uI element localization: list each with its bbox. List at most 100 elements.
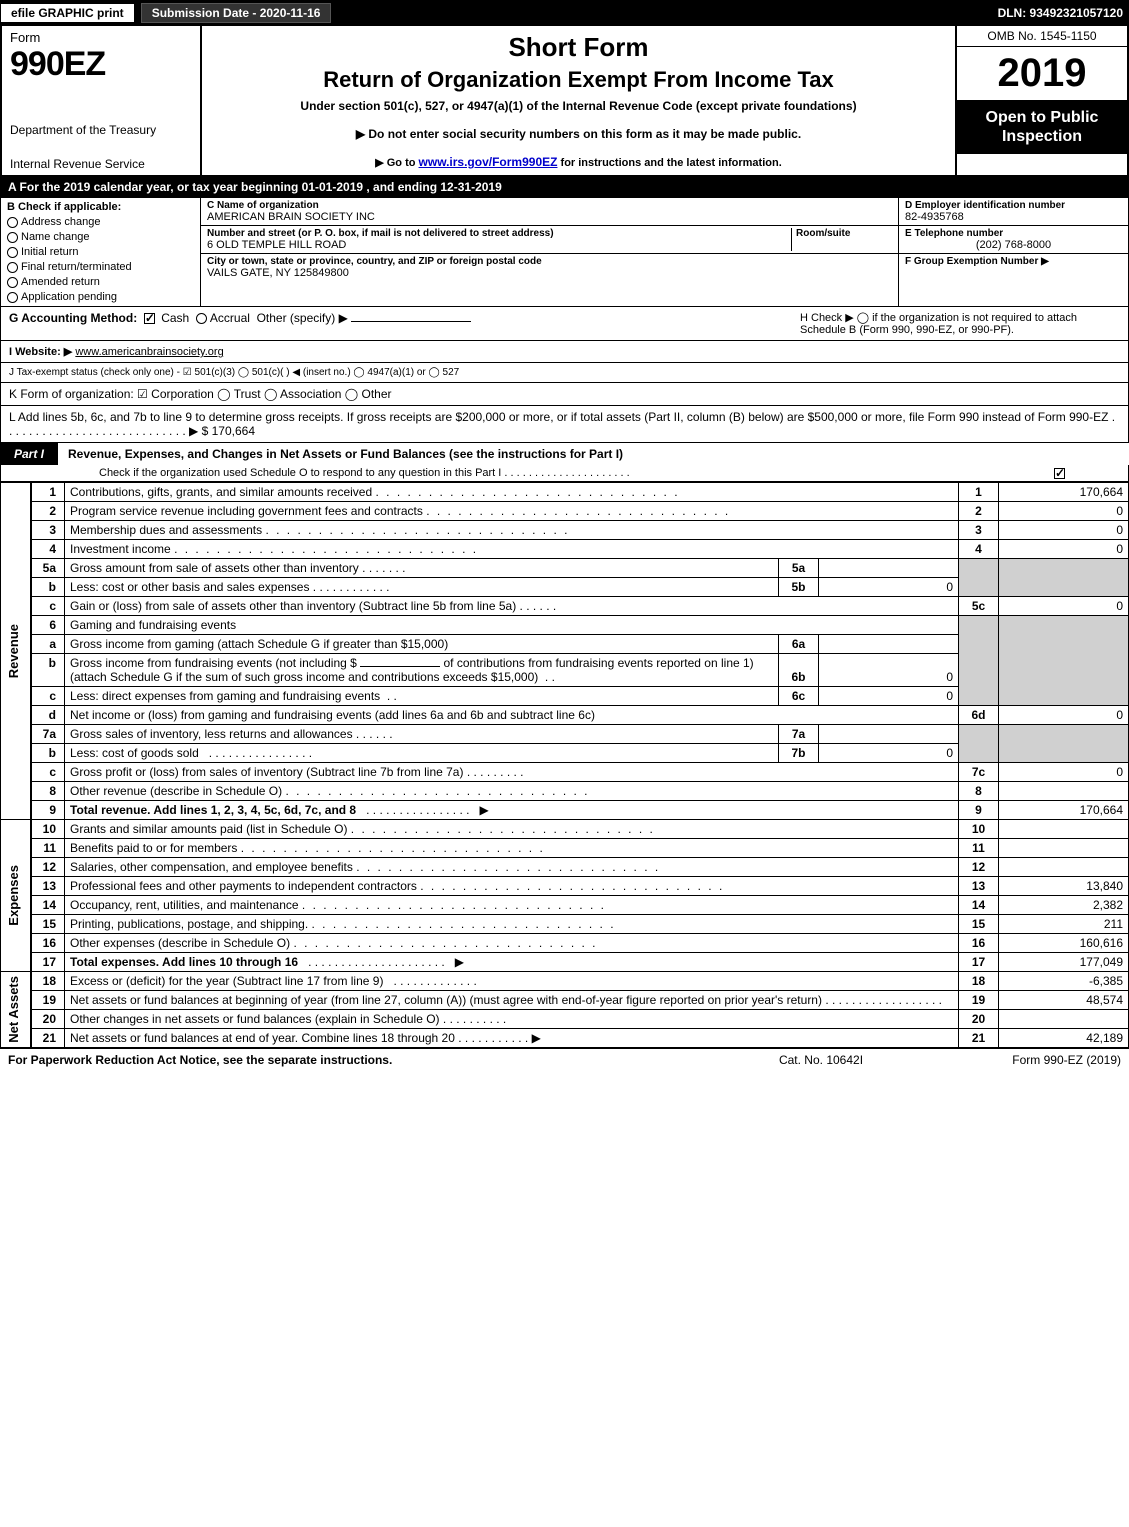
ln-16-amt: 160,616 (999, 934, 1129, 953)
ln-1-no: 1 (959, 483, 999, 502)
efile-print-button[interactable]: efile GRAPHIC print (0, 3, 135, 23)
row-l-amount: 170,664 (212, 424, 255, 438)
ln-7b-subval: 0 (819, 744, 959, 763)
ln-10-amt (999, 820, 1129, 839)
row-g-h: G Accounting Method: Cash Accrual Other … (0, 307, 1129, 341)
ln-20-desc: Other changes in net assets or fund bala… (70, 1012, 440, 1026)
ln-6a-subval (819, 635, 959, 654)
ln-5b-subval: 0 (819, 578, 959, 597)
ssn-notice: ▶ Do not enter social security numbers o… (212, 127, 945, 141)
lbl-other-specify: Other (specify) ▶ (257, 311, 348, 325)
ln-2-desc: Program service revenue including govern… (70, 504, 423, 518)
info-grid: B Check if applicable: Address change Na… (0, 197, 1129, 307)
part-i-header: Part I Revenue, Expenses, and Changes in… (0, 443, 1129, 465)
lbl-amended-return: Amended return (21, 276, 100, 288)
part-i-sub: Check if the organization used Schedule … (0, 465, 1129, 482)
chk-application-pending[interactable] (7, 292, 18, 303)
subtitle: Under section 501(c), 527, or 4947(a)(1)… (212, 99, 945, 113)
chk-address-change[interactable] (7, 217, 18, 228)
row-l: L Add lines 5b, 6c, and 7b to line 9 to … (0, 406, 1129, 443)
ln-20-no: 20 (959, 1010, 999, 1029)
public-inspection: Open to Public Inspection (957, 100, 1127, 154)
ln-1-amt: 170,664 (999, 483, 1129, 502)
page-footer: For Paperwork Reduction Act Notice, see … (0, 1048, 1129, 1071)
chk-initial-return[interactable] (7, 247, 18, 258)
ln-7a-sub: 7a (779, 725, 819, 744)
top-bar: efile GRAPHIC print Submission Date - 20… (0, 0, 1129, 26)
ln-19-amt: 48,574 (999, 991, 1129, 1010)
ln-15-desc: Printing, publications, postage, and shi… (70, 917, 308, 931)
chk-cash[interactable] (144, 313, 155, 324)
website-link[interactable]: www.americanbrainsociety.org (75, 346, 223, 358)
submission-date-button[interactable]: Submission Date - 2020-11-16 (141, 3, 332, 23)
ln-5c-amt: 0 (999, 597, 1129, 616)
title-return: Return of Organization Exempt From Incom… (212, 67, 945, 93)
ein-value: 82-4935768 (905, 211, 1122, 223)
lbl-final-return: Final return/terminated (21, 261, 132, 273)
revenue-side-label: Revenue (6, 624, 21, 678)
row-k: K Form of organization: ☑ Corporation ◯ … (0, 383, 1129, 406)
chk-schedule-o[interactable] (1054, 468, 1065, 479)
street-key: Number and street (or P. O. box, if mail… (207, 228, 787, 239)
box-b: B Check if applicable: Address change Na… (1, 198, 201, 306)
ln-8-desc: Other revenue (describe in Schedule O) (70, 784, 282, 798)
ln-3-desc: Membership dues and assessments (70, 523, 262, 537)
ln-6b-sub: 6b (779, 654, 819, 687)
ln-5c-no: 5c (959, 597, 999, 616)
ln-15-amt: 211 (999, 915, 1129, 934)
chk-final-return[interactable] (7, 262, 18, 273)
ln-9-amt: 170,664 (999, 801, 1129, 820)
ln-2-no: 2 (959, 502, 999, 521)
title-short-form: Short Form (212, 32, 945, 63)
form-number: 990EZ (10, 45, 192, 84)
ln-14-amt: 2,382 (999, 896, 1129, 915)
ln-18-no: 18 (959, 972, 999, 991)
ln-17-amt: 177,049 (999, 953, 1129, 972)
ln-6d-desc: Net income or (loss) from gaming and fun… (70, 708, 595, 722)
ln-5a-desc: Gross amount from sale of assets other t… (70, 561, 359, 575)
other-specify-field[interactable] (351, 321, 471, 322)
ln-16-desc: Other expenses (describe in Schedule O) (70, 936, 290, 950)
form-word: Form (10, 30, 192, 45)
ln-7c-desc: Gross profit or (loss) from sales of inv… (70, 765, 463, 779)
lbl-accrual: Accrual (210, 311, 250, 325)
ln-4-amt: 0 (999, 540, 1129, 559)
ln-8-amt (999, 782, 1129, 801)
chk-accrual[interactable] (196, 313, 207, 324)
ln-7a-desc: Gross sales of inventory, less returns a… (70, 727, 353, 741)
ln-6b-amount-field[interactable] (360, 666, 440, 667)
ln-18-desc: Excess or (deficit) for the year (Subtra… (70, 974, 383, 988)
expenses-side: Expenses (1, 820, 31, 972)
box-c: C Name of organization AMERICAN BRAIN SO… (201, 198, 898, 306)
lbl-initial-return: Initial return (21, 246, 78, 258)
ln-12-no: 12 (959, 858, 999, 877)
tax-year: 2019 (957, 47, 1127, 100)
irs-link[interactable]: www.irs.gov/Form990EZ (419, 155, 558, 169)
ln-6-desc: Gaming and fundraising events (65, 616, 959, 635)
ln-5c-desc: Gain or (loss) from sale of assets other… (70, 599, 516, 613)
goto-post: for instructions and the latest informat… (557, 157, 781, 169)
footer-formref: Form 990-EZ (2019) (921, 1053, 1121, 1067)
ln-17-no: 17 (959, 953, 999, 972)
box-b-title: B Check if applicable: (7, 201, 194, 213)
ln-20-amt (999, 1010, 1129, 1029)
org-name-key: C Name of organization (207, 200, 892, 211)
ln-13-desc: Professional fees and other payments to … (70, 879, 417, 893)
ln-4-desc: Investment income (70, 542, 171, 556)
ln-6b-desc1: Gross income from fundraising events (no… (70, 656, 357, 670)
ln-14-desc: Occupancy, rent, utilities, and maintena… (70, 898, 299, 912)
dln-label: DLN: 93492321057120 (998, 6, 1123, 20)
city-key: City or town, state or province, country… (207, 256, 892, 267)
lbl-address-change: Address change (21, 216, 101, 228)
chk-amended-return[interactable] (7, 277, 18, 288)
ln-5b-sub: 5b (779, 578, 819, 597)
ln-9-desc: Total revenue. Add lines 1, 2, 3, 4, 5c,… (70, 803, 356, 817)
phone-value: (202) 768-8000 (905, 239, 1122, 251)
ln-19-desc: Net assets or fund balances at beginning… (70, 993, 822, 1007)
chk-name-change[interactable] (7, 232, 18, 243)
lbl-name-change: Name change (21, 231, 90, 243)
ln-12-amt (999, 858, 1129, 877)
part-i-title: Revenue, Expenses, and Changes in Net As… (60, 443, 1129, 465)
ln-6b-subval: 0 (819, 654, 959, 687)
tax-exempt-status: J Tax-exempt status (check only one) - ☑… (9, 367, 1120, 378)
